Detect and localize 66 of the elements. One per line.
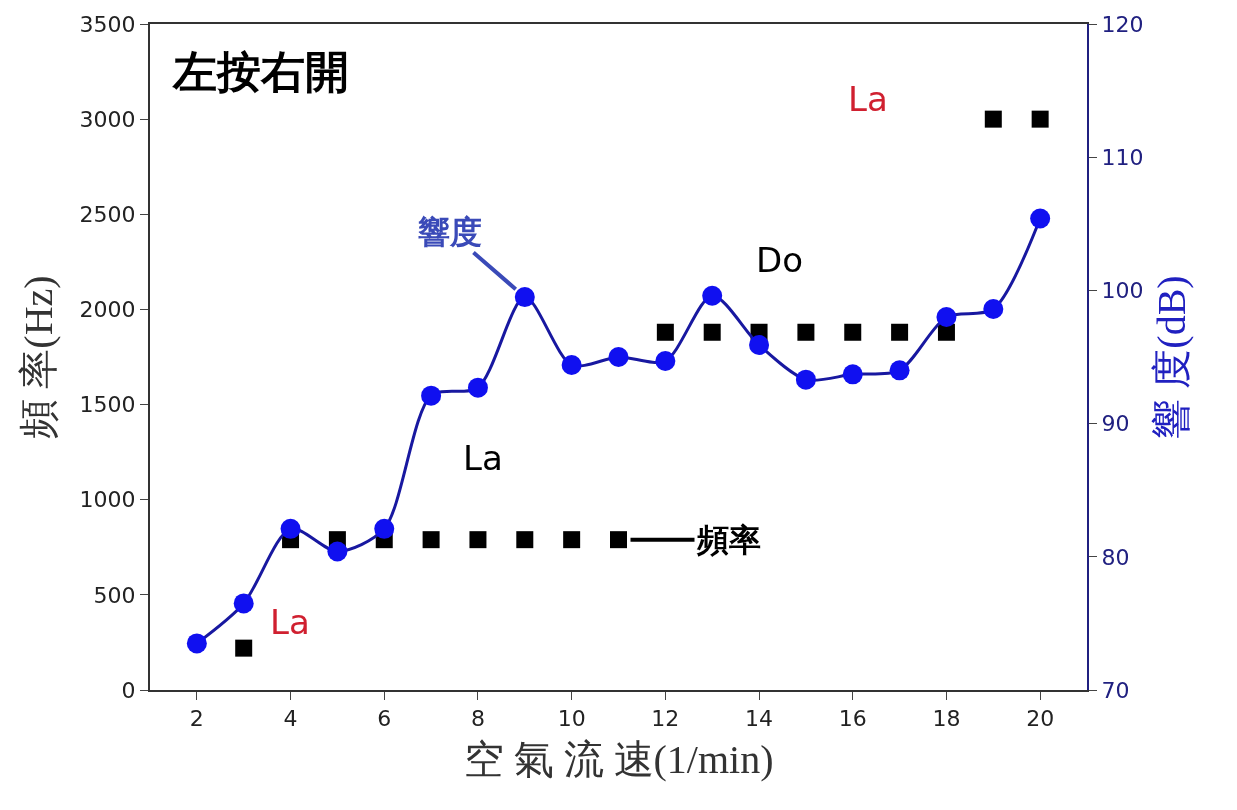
- legend-label: 頻率: [696, 521, 761, 559]
- point: [327, 541, 348, 562]
- x-tick-label: 6: [377, 706, 392, 732]
- point: [467, 377, 488, 398]
- point: [656, 323, 674, 341]
- text: 左按右開: [171, 46, 349, 97]
- y-tick-label: 1500: [79, 392, 136, 418]
- point: [889, 360, 910, 381]
- x-tick-label: 10: [557, 706, 586, 732]
- annotation: La: [463, 438, 503, 478]
- point: [469, 531, 487, 549]
- x-tick-label: 14: [745, 706, 774, 732]
- x-tick-label: 12: [651, 706, 680, 732]
- point: [235, 639, 253, 657]
- annotation: La: [270, 602, 310, 642]
- y2-tick-label: 70: [1101, 677, 1130, 703]
- y-tick-label: 1000: [79, 487, 136, 513]
- y2-tick-label: 110: [1101, 144, 1144, 170]
- y-tick-label: 500: [93, 582, 136, 608]
- x-tick-label: 4: [283, 706, 298, 732]
- point: [984, 110, 1002, 128]
- y-tick-label: 0: [121, 677, 136, 703]
- point: [186, 633, 207, 654]
- point: [844, 323, 862, 341]
- point: [1031, 110, 1049, 128]
- point: [936, 307, 957, 328]
- point: [421, 385, 442, 406]
- point: [797, 323, 815, 341]
- y2-tick-label: 100: [1101, 278, 1144, 304]
- point: [702, 285, 723, 306]
- point: [749, 335, 770, 355]
- y-axis-title: 頻 率(Hz): [15, 275, 61, 439]
- x-axis-title: 空 氣 流 速(1/min): [463, 737, 774, 783]
- y2-tick-label: 80: [1101, 544, 1130, 570]
- x-tick-label: 8: [470, 706, 485, 732]
- point: [610, 531, 627, 549]
- point: [374, 518, 395, 539]
- point: [795, 369, 816, 390]
- point: [422, 531, 440, 549]
- x-tick-label: 2: [189, 706, 204, 732]
- point: [842, 364, 863, 385]
- x-tick-label: 16: [838, 706, 867, 732]
- point: [233, 593, 254, 614]
- y2-tick-label: 120: [1101, 11, 1144, 37]
- x-tick-label: 18: [932, 706, 961, 732]
- point: [891, 323, 909, 341]
- point: [563, 531, 581, 549]
- annotation: Do: [756, 240, 803, 280]
- point: [516, 531, 534, 549]
- y-tick-label: 3500: [79, 11, 136, 37]
- point: [514, 287, 535, 308]
- point: [608, 347, 629, 367]
- point: [1030, 208, 1051, 229]
- y-tick-label: 2500: [79, 201, 136, 227]
- series-label: 響度: [418, 213, 482, 251]
- point: [703, 323, 721, 341]
- point: [983, 299, 1004, 320]
- y2-axis-title: 響 度(dB): [1149, 275, 1195, 439]
- y-tick-label: 2000: [79, 297, 136, 323]
- point: [561, 354, 582, 375]
- x-tick-label: 20: [1026, 706, 1055, 732]
- y2-tick-label: 90: [1101, 411, 1130, 437]
- annotation: La: [848, 79, 888, 119]
- point: [280, 518, 301, 539]
- y-tick-label: 3000: [79, 106, 136, 132]
- point: [655, 351, 676, 371]
